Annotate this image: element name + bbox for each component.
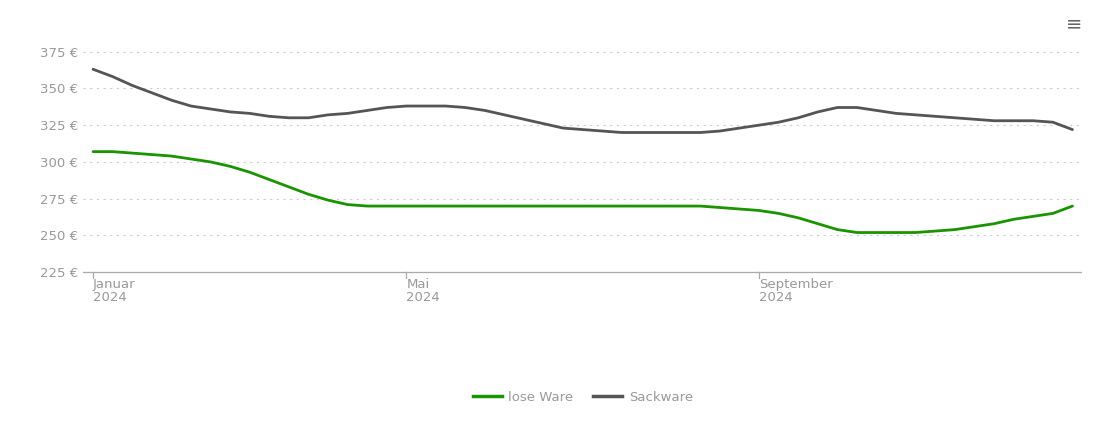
Text: 2024: 2024 — [406, 291, 441, 304]
Text: 2024: 2024 — [93, 291, 127, 304]
Legend: lose Ware, Sackware: lose Ware, Sackware — [467, 386, 698, 409]
Text: Januar: Januar — [93, 278, 135, 291]
Text: Mai: Mai — [406, 278, 430, 291]
Text: 2024: 2024 — [759, 291, 793, 304]
Text: September: September — [759, 278, 832, 291]
Text: ≡: ≡ — [1066, 14, 1082, 33]
